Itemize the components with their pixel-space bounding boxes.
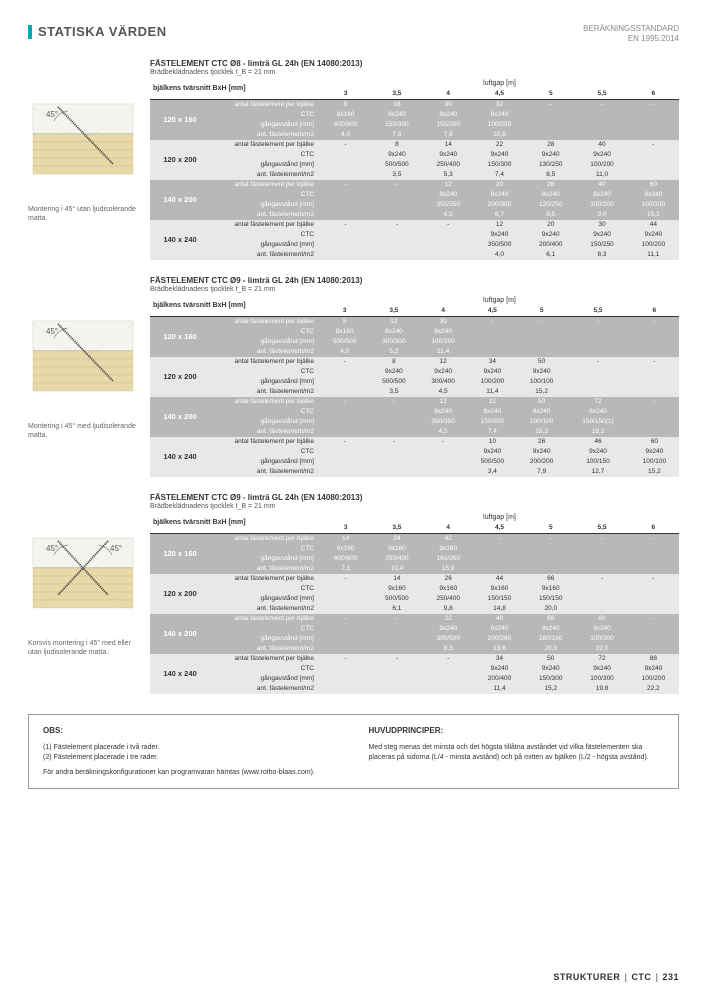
table-row: 140 x 200antal fästelement per bjälke--2… [150,614,679,624]
table-row: CTC9x2409x2409x2409x240 [150,367,679,377]
table-title: FÄSTELEMENT CTC Ø9 - limträ GL 24h (EN 1… [150,493,679,502]
table-row: 120 x 160antal fästelement per bjälke812… [150,316,679,327]
table-section: 45° Montering i 45° utan ljudisolerande … [28,59,679,260]
table-row: ant. fästelement/m24,06,18,311,1 [150,250,679,260]
data-table: bjälkens tvärsnitt BxH [mm]luftgap [m]33… [150,296,679,477]
table-row: CTC8x1608x2408x240 [150,327,679,337]
table-row: ant. fästelement/m24,57,415,218,2 [150,427,679,437]
obs-note: För andra beräkningskonfigurationer kan … [43,768,339,779]
data-table: bjälkens tvärsnitt BxH [mm]luftgap [m]33… [150,513,679,694]
table-row: 120 x 160antal fästelement per bjälke818… [150,99,679,110]
notes-box: OBS: (1) Fästelement placerade i två rad… [28,714,679,790]
table-row: gångavstånd [mm]200/400150/300100/300100… [150,674,679,684]
page-footer: STRUKTURER|CTC|231 [553,972,679,982]
table-row: ant. fästelement/m211,415,219,822,2 [150,684,679,694]
table-row: CTC8x2408x2408x2408x240 [150,407,679,417]
data-table: bjälkens tvärsnitt BxH [mm]luftgap [m]33… [150,79,679,260]
table-row: ant. fästelement/m24,05,211,4 [150,347,679,357]
diagram-caption: Korsvis montering i 45° med eller utan l… [28,639,138,657]
table-subtitle: Brädbeklädnadens tjocklek t_B = 21 mm [150,503,679,510]
table-row: ant. fästelement/m23,55,37,48,511,0 [150,170,679,180]
table-row: CTC8x2408x2408x2408x2408x240 [150,190,679,200]
obs-note: (2) Fästelement placerade i tre rader. [43,753,339,764]
principles-text: Med steg menas det minsta och det högsta… [369,743,665,764]
table-row: gångavstånd [mm]500/500300/400100/200100… [150,377,679,387]
table-row: 140 x 240antal fästelement per bjälke---… [150,654,679,664]
table-row: ant. fästelement/m23,47,912,715,2 [150,467,679,477]
diagram-caption: Montering i 45° utan ljudisolerande matt… [28,205,138,223]
page-title: STATISKA VÄRDEN [38,24,167,39]
table-row: 120 x 200antal fästelement per bjälke-81… [150,357,679,367]
table-row: gångavstånd [mm]600/600150/300150/300100… [150,120,679,130]
table-row: ant. fästelement/m23,54,511,415,2 [150,387,679,397]
table-row: gångavstånd [mm]350/350200/300120/250100… [150,200,679,210]
table-subtitle: Brädbeklädnadens tjocklek t_B = 21 mm [150,69,679,76]
table-row: CTC9x1609x1609x1609x160 [150,584,679,594]
diagram: 45° 45° Korsvis montering i 45° med elle… [28,493,138,694]
table-row: gångavstånd [mm]600/600250/400160/260 [150,554,679,564]
standard-label: BERÄKNINGSSTANDARD EN 1995:2014 [583,24,679,45]
page-header: STATISKA VÄRDEN BERÄKNINGSSTANDARD EN 19… [28,24,679,45]
table-row: gångavstånd [mm]350/500200/400150/250100… [150,240,679,250]
table-row: ant. fästelement/m28,313,620,022,0 [150,644,679,654]
diagram: 45° Montering i 45° med ljudisolerande m… [28,276,138,477]
obs-heading: OBS: [43,725,339,737]
table-row: CTC9x2409x2409x2409x240 [150,624,679,634]
table-row: gångavstånd [mm]300/500200/260160/160100… [150,634,679,644]
table-row: gångavstånd [mm]500/500300/300100/200 [150,337,679,347]
table-row: CTC8x1608x2408x2408x240 [150,110,679,120]
table-row: CTC9x2409x2409x2409x240 [150,230,679,240]
table-title: FÄSTELEMENT CTC Ø8 - limträ GL 24h (EN 1… [150,59,679,68]
principles-heading: HUVUDPRINCIPER: [369,725,665,737]
table-row: 140 x 240antal fästelement per bjälke---… [150,437,679,447]
table-section: 45° Montering i 45° med ljudisolerande m… [28,276,679,477]
table-row: CTC9x2409x2409x2409x2409x240 [150,150,679,160]
table-row: gångavstånd [mm]500/500250/400150/300130… [150,160,679,170]
table-row: gångavstånd [mm]500/500200/200100/150100… [150,457,679,467]
table-subtitle: Brädbeklädnadens tjocklek t_B = 21 mm [150,286,679,293]
table-section: 45° 45° Korsvis montering i 45° med elle… [28,493,679,694]
table-row: 120 x 200antal fästelement per bjälke-14… [150,574,679,584]
table-row: 120 x 200antal fästelement per bjälke-81… [150,140,679,150]
table-row: CTC9x2409x2409x2409x240 [150,664,679,674]
table-row: ant. fästelement/m24,56,78,59,015,2 [150,210,679,220]
table-row: gångavstånd [mm]350/350150/300100/100150… [150,417,679,427]
diagram: 45° Montering i 45° utan ljudisolerande … [28,59,138,260]
table-row: CTC9x1609x1609x160 [150,544,679,554]
table-row: 120 x 160antal fästelement per bjälke142… [150,533,679,544]
table-row: ant. fästelement/m27,110,415,9 [150,564,679,574]
table-row: 140 x 240antal fästelement per bjälke---… [150,220,679,230]
table-row: gångavstånd [mm]500/500250/400150/150150… [150,594,679,604]
table-row: CTC9x2409x2409x2409x240 [150,447,679,457]
diagram-caption: Montering i 45° med ljudisolerande matta… [28,422,138,440]
obs-note: (1) Fästelement placerade i två rader. [43,743,339,754]
table-row: ant. fästelement/m24,07,87,810,8 [150,130,679,140]
accent-bar [28,25,32,39]
table-title: FÄSTELEMENT CTC Ø9 - limträ GL 24h (EN 1… [150,276,679,285]
table-row: ant. fästelement/m26,19,814,820,0 [150,604,679,614]
table-row: 140 x 200antal fästelement per bjälke--1… [150,180,679,190]
table-row: 140 x 200antal fästelement per bjälke--1… [150,397,679,407]
svg-text:45°: 45° [110,544,122,553]
